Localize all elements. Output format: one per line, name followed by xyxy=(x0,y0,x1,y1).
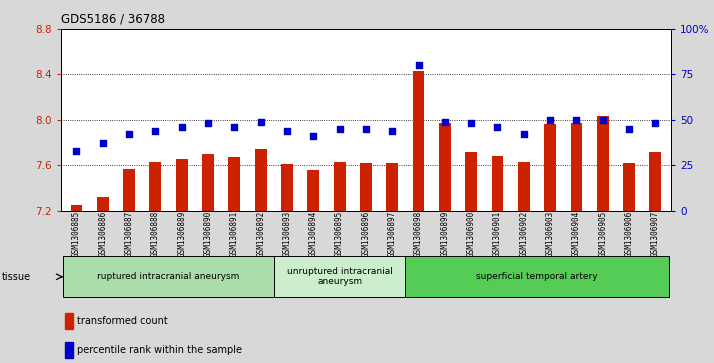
Bar xyxy=(570,123,583,211)
Bar xyxy=(71,205,82,211)
Text: GSM1306903: GSM1306903 xyxy=(545,211,555,257)
Point xyxy=(176,124,188,130)
Bar xyxy=(64,256,274,297)
Bar xyxy=(518,162,530,211)
Bar xyxy=(124,168,135,211)
Point xyxy=(544,117,555,123)
Bar xyxy=(406,256,668,297)
Text: GSM1306898: GSM1306898 xyxy=(414,211,423,257)
Text: GDS5186 / 36788: GDS5186 / 36788 xyxy=(61,13,165,26)
Bar xyxy=(255,149,266,211)
Bar xyxy=(439,123,451,211)
Bar xyxy=(386,163,398,211)
Text: superficial temporal artery: superficial temporal artery xyxy=(476,272,598,281)
Bar xyxy=(544,124,556,211)
Point xyxy=(439,119,451,125)
Bar xyxy=(97,197,109,211)
Text: ruptured intracranial aneurysm: ruptured intracranial aneurysm xyxy=(97,272,240,281)
Point xyxy=(597,117,608,123)
Text: unruptured intracranial
aneurysm: unruptured intracranial aneurysm xyxy=(287,267,393,286)
Text: GSM1306899: GSM1306899 xyxy=(441,211,449,257)
Bar xyxy=(466,151,477,211)
Bar xyxy=(176,159,188,211)
Text: GSM1306887: GSM1306887 xyxy=(125,211,134,257)
Text: GSM1306901: GSM1306901 xyxy=(493,211,502,257)
Point xyxy=(308,133,319,139)
Point xyxy=(281,128,293,134)
Point xyxy=(518,131,530,137)
Bar xyxy=(623,163,635,211)
Bar xyxy=(308,170,319,211)
Bar xyxy=(65,313,73,329)
Bar xyxy=(149,162,161,211)
Text: GSM1306895: GSM1306895 xyxy=(335,211,344,257)
Text: GSM1306904: GSM1306904 xyxy=(572,211,581,257)
Point xyxy=(255,119,266,125)
Bar xyxy=(65,342,73,358)
Point xyxy=(334,126,346,132)
Bar xyxy=(491,156,503,211)
Point xyxy=(97,140,109,146)
Text: GSM1306902: GSM1306902 xyxy=(519,211,528,257)
Text: GSM1306906: GSM1306906 xyxy=(625,211,633,257)
Text: GSM1306907: GSM1306907 xyxy=(651,211,660,257)
Point xyxy=(228,124,240,130)
Point xyxy=(623,126,635,132)
Text: GSM1306886: GSM1306886 xyxy=(99,211,107,257)
Bar xyxy=(413,71,424,211)
Text: GSM1306900: GSM1306900 xyxy=(467,211,476,257)
Bar xyxy=(202,154,214,211)
Text: GSM1306890: GSM1306890 xyxy=(203,211,213,257)
Text: GSM1306892: GSM1306892 xyxy=(256,211,265,257)
Bar xyxy=(228,157,241,211)
Text: GSM1306891: GSM1306891 xyxy=(230,211,239,257)
Text: GSM1306885: GSM1306885 xyxy=(72,211,81,257)
Text: transformed count: transformed count xyxy=(77,316,168,326)
Bar xyxy=(274,256,406,297)
Text: GSM1306893: GSM1306893 xyxy=(283,211,291,257)
Point xyxy=(570,117,582,123)
Point xyxy=(386,128,398,134)
Bar xyxy=(360,163,372,211)
Bar xyxy=(281,164,293,211)
Bar xyxy=(597,117,608,211)
Bar xyxy=(650,151,661,211)
Text: GSM1306896: GSM1306896 xyxy=(361,211,371,257)
Point xyxy=(492,124,503,130)
Point xyxy=(202,121,213,126)
Point xyxy=(413,62,424,68)
Text: tissue: tissue xyxy=(1,272,31,282)
Point xyxy=(124,131,135,137)
Point xyxy=(360,126,371,132)
Bar xyxy=(333,162,346,211)
Text: percentile rank within the sample: percentile rank within the sample xyxy=(77,345,242,355)
Point xyxy=(650,121,661,126)
Text: GSM1306888: GSM1306888 xyxy=(151,211,160,257)
Text: GSM1306894: GSM1306894 xyxy=(308,211,318,257)
Text: GSM1306889: GSM1306889 xyxy=(177,211,186,257)
Text: GSM1306905: GSM1306905 xyxy=(598,211,607,257)
Point xyxy=(71,148,82,154)
Point xyxy=(466,121,477,126)
Point xyxy=(150,128,161,134)
Text: GSM1306897: GSM1306897 xyxy=(388,211,397,257)
